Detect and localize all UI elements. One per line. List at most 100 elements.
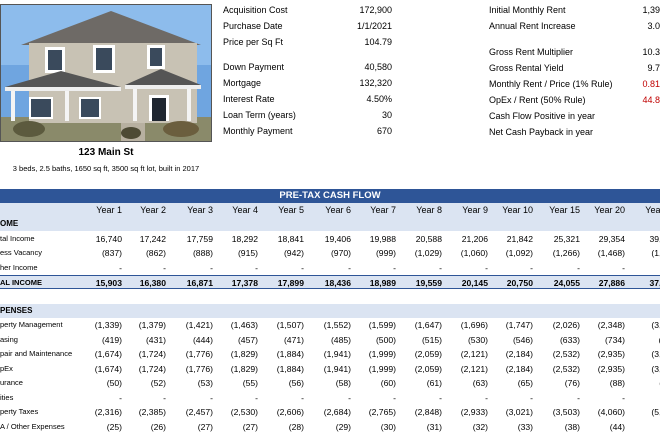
metric-row: OpEx / Rent (50% Rule) 44.8: [489, 92, 660, 108]
purchase-row: Purchase Date 1/1/2021: [223, 18, 392, 34]
expense-row-cell: (2,059): [414, 363, 442, 374]
expense-row-cell: -: [439, 392, 442, 403]
rent-label: Annual Rent Increase: [489, 21, 576, 31]
expense-row-cell: (44): [609, 421, 625, 432]
metric-row: Gross Rent Multiplier 10.3: [489, 44, 660, 60]
year-header: Year 5: [278, 205, 304, 215]
year-header: Year 6: [325, 205, 351, 215]
financing-value: 670: [376, 126, 392, 136]
expense-row-cell: (457): [237, 334, 258, 345]
expense-row-cell: (1,776): [185, 349, 213, 359]
expense-row-cell: (2,121): [460, 363, 488, 374]
expense-row-cell: (33): [517, 421, 533, 432]
income-row-cell: 21,842: [506, 233, 533, 244]
metric-row: Net Cash Payback in year: [489, 124, 660, 140]
expense-row: urance (50) (52) (53) (55) (56) (58) (60) (61) (6…: [0, 376, 660, 390]
expense-row-cell: (431): [145, 334, 166, 345]
income-row-cell: 39,44: [649, 233, 660, 244]
financing-value: 132,320: [359, 78, 392, 88]
expense-row-cell: -: [210, 392, 213, 403]
total-income-row-cell: 17,899: [277, 278, 304, 288]
income-row-cell: 20,588: [415, 233, 442, 244]
expense-row-cell: (2,184): [505, 349, 533, 359]
expense-row-cell: (4,060): [597, 407, 625, 417]
expense-row-cell: (471): [283, 334, 304, 345]
metric-row: Cash Flow Positive in year: [489, 108, 660, 124]
expense-row: perty Management (1,339) (1,379) (1,421) (1,…: [0, 318, 660, 332]
expense-row-label: ities: [0, 392, 14, 402]
expense-row-cell: (500): [375, 334, 396, 345]
income-row-cell: (1,092): [505, 248, 533, 258]
income-row-cell: -: [301, 262, 304, 273]
income-row-cell: 16,740: [95, 233, 122, 244]
expense-row-cell: (28): [288, 421, 304, 432]
total-income-row-cell: 27,886: [598, 278, 625, 288]
income-row-cell: (970): [330, 248, 351, 258]
financing-label: Monthly Payment: [223, 126, 293, 136]
income-row-cell: (1,029): [414, 248, 442, 258]
expense-row-cell: (11: [627, 376, 660, 390]
expense-row-label: pEx: [0, 363, 13, 373]
total-income-row-cell: 16,871: [186, 278, 213, 288]
metric-label: OpEx / Rent (50% Rule): [489, 95, 586, 105]
expense-row-cell: (734): [604, 334, 625, 345]
income-row-cell: (1,266): [552, 248, 580, 258]
expense-row-cell: (1,999): [368, 363, 396, 374]
expense-row: asing (419) (431) (444) (457) (471) (485) (500)…: [0, 333, 660, 347]
expense-row-cell: (2,935): [597, 349, 625, 359]
purchase-value: 104.79: [364, 37, 392, 47]
income-row-label: ess Vacancy: [0, 248, 42, 257]
expense-row-cell: (1,599): [368, 320, 396, 330]
expense-row-cell: (63): [472, 378, 488, 388]
metric-label: Monthly Rent / Price (1% Rule): [489, 79, 613, 89]
expense-row-cell: -: [530, 392, 533, 403]
income-row-cell: -: [119, 262, 122, 273]
expense-row-cell: (2,606): [276, 407, 304, 417]
income-row-label: her Income: [0, 262, 38, 272]
metric-value: 9.7: [647, 63, 660, 73]
expense-row-cell: (2,184): [505, 363, 533, 374]
year-header: Year 20: [594, 205, 625, 215]
expense-row-cell: (56): [288, 378, 304, 388]
expense-row-cell: (1,696): [460, 320, 488, 330]
expense-row-cell: (1,724): [138, 349, 166, 359]
expense-row-cell: (633): [559, 334, 580, 345]
expense-row-cell: (2,457): [185, 407, 213, 417]
income-row-cell: (1,468): [597, 248, 625, 258]
income-row: tal Income 16,740 17,242 17,759 18,292 18,841…: [0, 232, 660, 246]
total-income-row: AL INCOME 15,903 16,380 16,871 17,378 17,899 1…: [0, 275, 660, 289]
income-row-cell: -: [348, 262, 351, 273]
expense-row-label: pair and Maintenance: [0, 349, 73, 358]
year-header: Year 3: [645, 205, 660, 215]
metric-label: Net Cash Payback in year: [489, 127, 594, 137]
expense-row-cell: (98: [627, 333, 660, 347]
year-header: Year 3: [187, 205, 213, 215]
metric-label: Gross Rent Multiplier: [489, 47, 574, 57]
expense-row-cell: (1,674): [94, 349, 122, 359]
income-row-cell: -: [393, 262, 396, 273]
expense-row-cell: (1,941): [323, 363, 351, 374]
expense-row-cell: (1,724): [138, 363, 166, 374]
expense-row-cell: -: [393, 392, 396, 403]
income-row-cell: 19,988: [369, 233, 396, 244]
income-row-cell: -: [255, 262, 258, 273]
income-row-cell: -: [163, 262, 166, 273]
expense-row-cell: -: [255, 392, 258, 403]
income-row-cell: (915): [237, 248, 258, 258]
expense-row: pEx (1,674) (1,724) (1,776) (1,829) (1,884) (1…: [0, 362, 660, 376]
expense-row-cell: (61): [426, 378, 442, 388]
expense-row-cell: (2,933): [460, 407, 488, 417]
expense-row: ities-------------: [0, 391, 660, 405]
expense-row-cell: (3,15: [651, 320, 660, 330]
financing-label: Interest Rate: [223, 94, 275, 104]
expense-row-cell: (1,674): [94, 363, 122, 374]
expense-row-cell: (53): [197, 378, 213, 388]
income-row: ess Vacancy (837) (862) (888) (915) (942) (970…: [0, 246, 660, 260]
expense-row-cell: (1,999): [368, 349, 396, 359]
year-header: Year 1: [96, 205, 122, 215]
expense-row-label: asing: [0, 334, 18, 344]
expense-row-cell: -: [622, 392, 625, 403]
expense-row-cell: (38): [564, 421, 580, 432]
expense-row-cell: (32): [472, 421, 488, 432]
expense-row-cell: -: [301, 392, 304, 403]
